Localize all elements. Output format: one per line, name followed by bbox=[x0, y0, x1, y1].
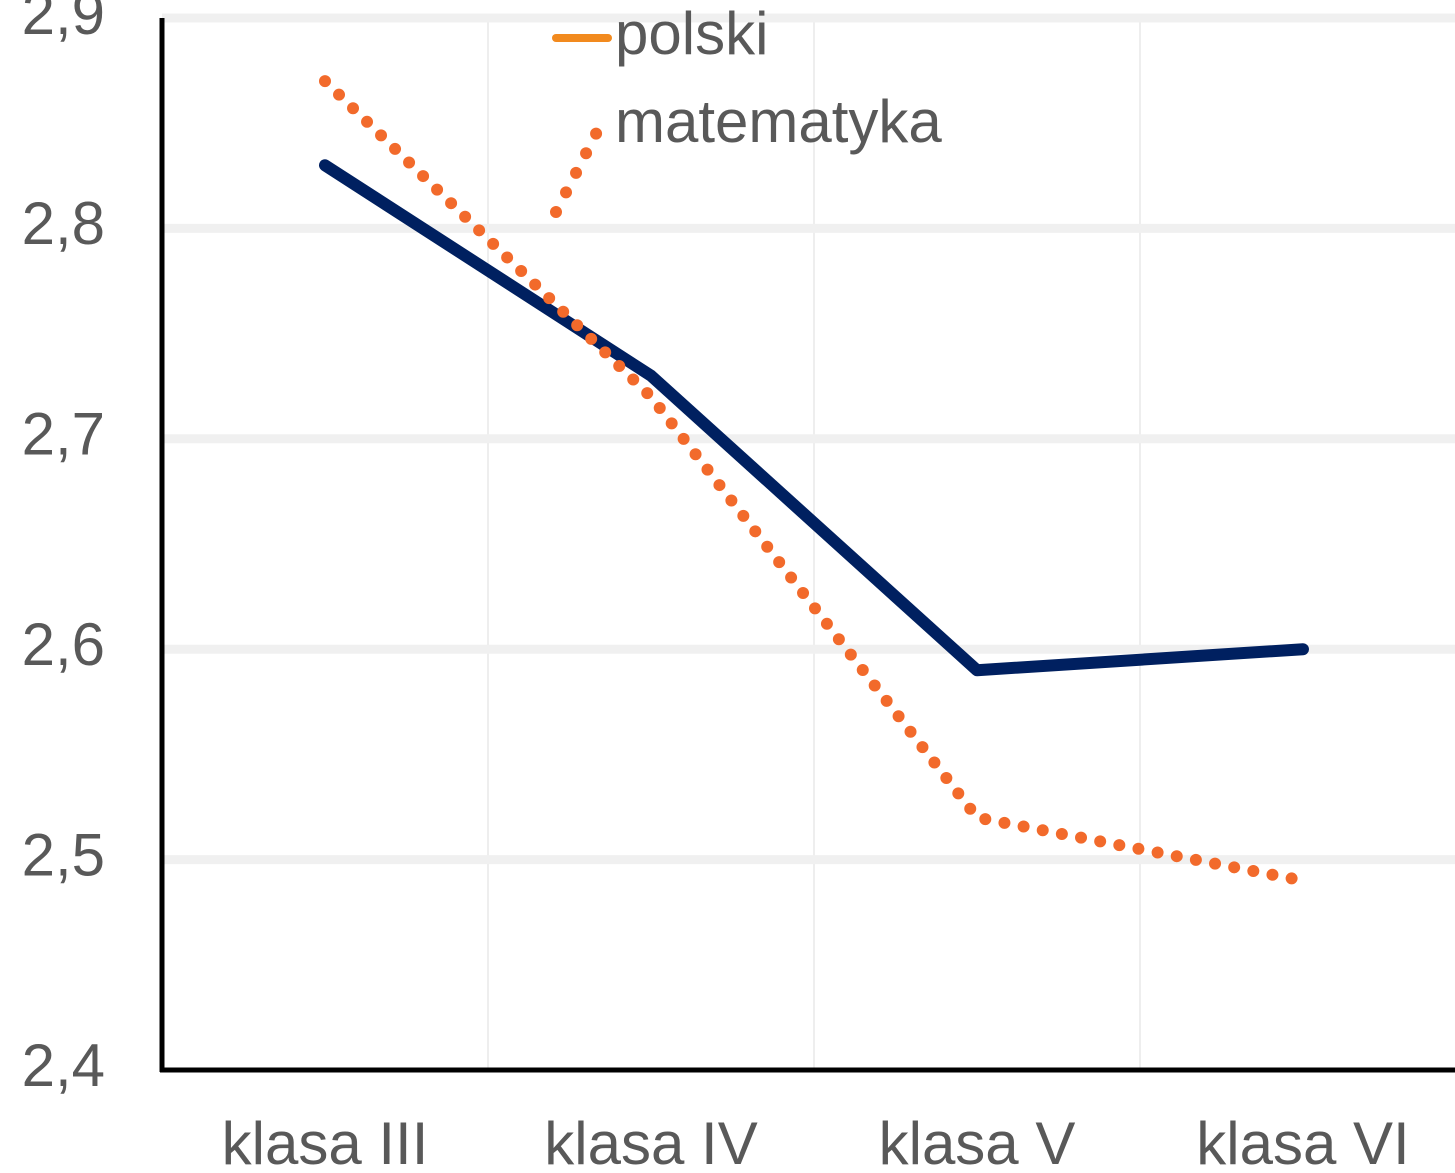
series-line bbox=[319, 75, 1309, 887]
y-tick-label: 2,9 bbox=[22, 0, 105, 47]
y-tick-label: 2,8 bbox=[22, 190, 105, 257]
y-tick-label: 2,6 bbox=[22, 611, 105, 678]
y-tick-label: 2,4 bbox=[22, 1032, 105, 1099]
y-tick-label: 2,7 bbox=[22, 401, 105, 468]
y-tick-label: 2,5 bbox=[22, 821, 105, 888]
x-tick-label: klasa IV bbox=[544, 1110, 757, 1173]
x-tick-label: klasa V bbox=[879, 1110, 1076, 1173]
series-line bbox=[319, 159, 1309, 677]
legend-label: polski bbox=[615, 0, 768, 67]
legend-swatch bbox=[550, 120, 606, 218]
legend-label: matematyka bbox=[615, 88, 942, 155]
x-tick-label: klasa III bbox=[222, 1110, 429, 1173]
x-tick-label: klasa VI bbox=[1196, 1110, 1409, 1173]
